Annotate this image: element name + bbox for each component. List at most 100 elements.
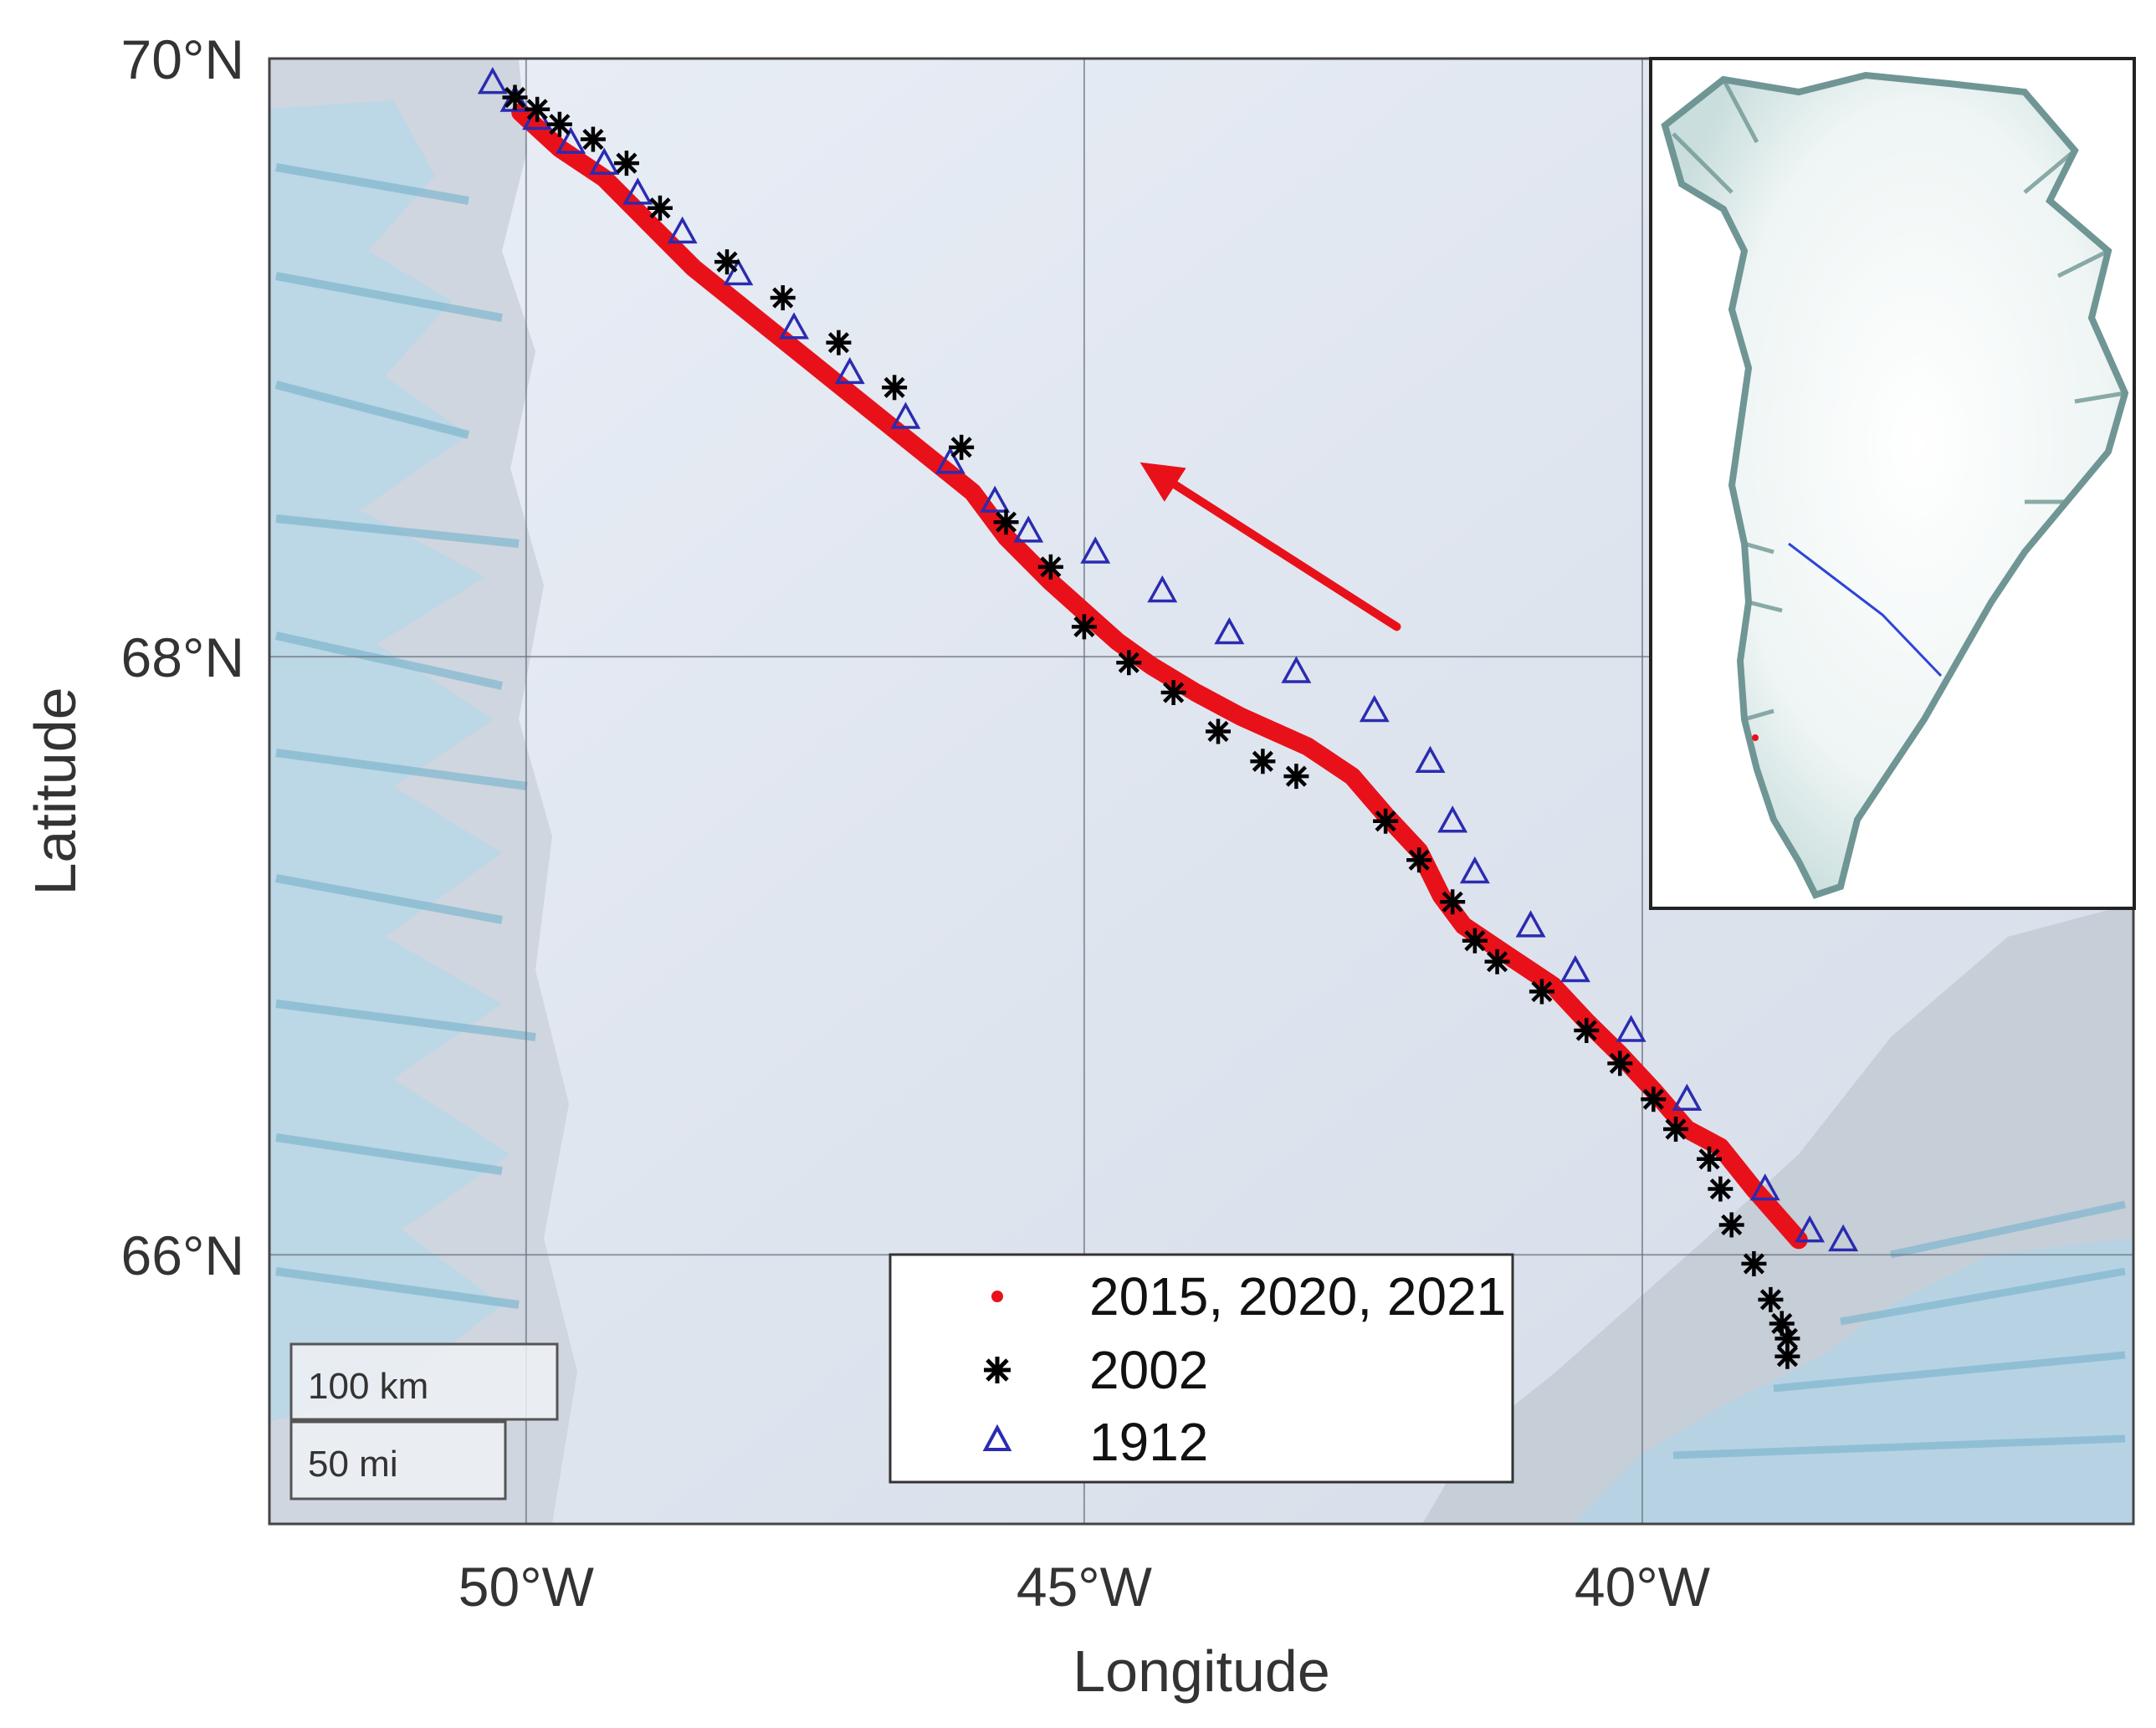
greenland-overview-map-icon [1661,71,2129,899]
point-1912 [1795,1214,1826,1243]
point-2002 [1484,948,1510,974]
point-1912 [477,67,508,95]
point-1912 [935,447,965,474]
west-coast-fjord-lines [274,163,536,1309]
latitude-tick-labels: 70°N 68°N 66°N [121,28,244,1286]
point-2002 [1774,1343,1800,1369]
point-1912 [667,216,698,244]
point-2015-2020-2021 [643,217,655,229]
point-2002 [949,434,975,460]
point-2002 [580,126,606,152]
point-1912 [1281,656,1312,683]
point-1912 [1359,694,1390,723]
point-2002 [1283,764,1309,790]
direction-arrow-head [1139,462,1186,502]
point-1912 [779,312,810,340]
lon-tick-label: 45°W [1017,1556,1153,1618]
point-1912 [1828,1224,1859,1252]
inset-coast-detail [1672,78,2126,722]
point-1912 [1415,745,1446,773]
point-2015-2020-2021 [1078,606,1090,618]
point-2002 [546,111,572,137]
point-1912 [1459,856,1490,884]
lat-tick-label: 70°N [121,28,244,90]
point-2015-2020-2021 [1346,770,1359,783]
point-2002 [1697,1146,1723,1172]
point-1912 [1214,616,1245,645]
point-2002 [1741,1250,1767,1276]
lon-tick-label: 40°W [1575,1556,1711,1618]
point-2002 [1574,1018,1600,1044]
point-1912 [1080,536,1111,564]
legend-marker-blue-triangle [982,1424,1012,1451]
point-1912 [589,147,620,175]
point-2015-2020-2021 [687,262,699,274]
point-2015-2020-2021 [598,172,611,185]
direction-arrow [1139,462,1401,631]
point-2002 [1206,718,1232,744]
point-1912 [1147,575,1178,603]
point-2015-2020-2021 [1111,636,1124,648]
y-axis-label: Latitude [23,687,88,895]
point-2015-2020-2021 [1301,740,1314,753]
southeast-coast-fjord-lines [1672,1200,2126,1460]
greenland-inset-map [1649,57,2136,910]
point-2015-2020-2021 [966,486,979,498]
point-2015-2020-2021 [1234,710,1247,723]
point-2002 [714,249,740,275]
route-line-2015-2020-2021 [511,103,1808,1250]
point-1912 [834,356,865,385]
point-2015-2020-2021 [799,351,812,364]
route-points [477,67,1859,1369]
point-2002 [826,330,852,355]
point-1912 [890,401,921,429]
point-2015-2020-2021 [1000,531,1012,544]
point-2002 [1663,1117,1689,1143]
point-1912 [1616,1015,1646,1042]
point-2002 [1116,650,1142,676]
scale-bar-km-box [289,1342,559,1421]
point-1912 [1559,954,1590,983]
legend-label-2002: 2002 [1089,1340,1208,1400]
point-2015-2020-2021 [910,441,923,453]
point-2002 [1250,749,1276,775]
point-2015-2020-2021 [1145,659,1157,672]
point-2002 [1037,554,1063,580]
point-2002 [525,96,551,122]
point-1912 [980,485,1011,513]
point-2002 [1718,1212,1744,1238]
point-2002 [1462,928,1488,953]
point-1912 [1013,515,1044,543]
point-2015-2020-2021 [1190,687,1202,699]
point-2002 [1071,614,1097,640]
point-1912 [1749,1173,1780,1201]
direction-arrow-shaft [1170,480,1401,631]
point-1912 [1515,910,1546,938]
point-2002 [1708,1176,1734,1202]
inset-location-marker [1752,734,1759,741]
lat-tick-label: 66°N [121,1224,244,1286]
legend: 2015, 2020, 2021 2002 1912 [889,1253,1514,1484]
longitude-tick-labels: 50°W 45°W 40°W [458,1556,1711,1618]
x-axis-label: Longitude [1073,1639,1330,1704]
point-1912 [622,177,653,205]
point-2015-2020-2021 [1457,919,1470,932]
point-2002 [1607,1051,1633,1076]
point-1912 [556,126,586,154]
point-2002 [993,509,1019,535]
legend-marker-red-dot [991,1291,1003,1302]
point-2015-2020-2021 [855,396,868,409]
scale-bar: 100 km 50 mi [289,1342,559,1500]
route-2015-2020-2021-line [511,103,1808,1250]
point-2015-2020-2021 [743,306,755,319]
point-1912 [1672,1083,1703,1112]
point-2002 [502,84,528,110]
legend-label-2015-2020-2021: 2015, 2020, 2021 [1089,1266,1506,1327]
point-2015-2020-2021 [1044,575,1057,588]
point-2002 [1373,808,1399,834]
point-2002 [1758,1286,1784,1312]
point-2002 [882,375,908,401]
point-1912 [723,258,754,286]
point-2002 [613,151,639,176]
